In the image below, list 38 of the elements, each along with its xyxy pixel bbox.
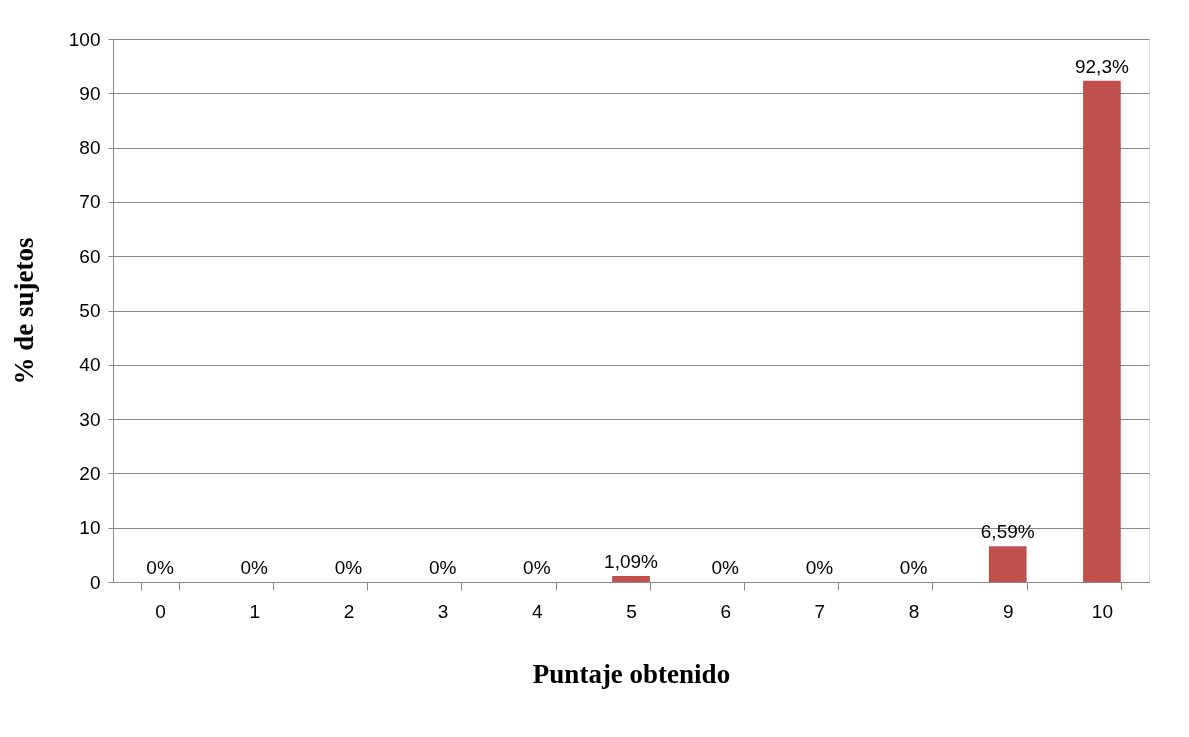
x-axis-title: Puntaje obtenido <box>532 658 731 689</box>
data-label: 0% <box>146 557 174 578</box>
data-label: 6,59% <box>980 521 1035 543</box>
x-tick-label: 5 <box>626 600 637 622</box>
data-label: 0% <box>428 557 457 578</box>
y-tick-label: 60 <box>79 245 101 267</box>
x-tick-label: 9 <box>1002 600 1014 622</box>
y-tick-label: 40 <box>79 354 101 376</box>
x-tick-label: 3 <box>437 600 449 622</box>
y-tick-label: 20 <box>79 462 101 484</box>
bar <box>1083 80 1121 582</box>
x-tick-label: 8 <box>908 600 920 622</box>
y-axis-title: % de sujetos <box>8 237 39 385</box>
x-tick-label: 10 <box>1091 600 1113 622</box>
data-label: 92,3% <box>1074 55 1129 77</box>
data-label: 0% <box>240 557 269 578</box>
x-tick-label: 4 <box>532 600 544 622</box>
x-tick-label: 1 <box>249 600 261 622</box>
y-tick-label: 50 <box>79 300 101 321</box>
y-tick-label: 90 <box>79 82 101 104</box>
data-label: 0% <box>523 557 551 578</box>
y-tick-label: 80 <box>79 137 101 159</box>
y-tick-label: 30 <box>79 408 101 430</box>
x-tick-label: 0 <box>155 600 166 622</box>
bar <box>988 546 1027 582</box>
data-label: 0% <box>711 557 740 578</box>
y-tick-label: 100 <box>68 28 101 50</box>
x-tick-label: 7 <box>814 600 826 622</box>
x-tick-label: 6 <box>720 600 731 622</box>
data-label: 0% <box>334 557 363 578</box>
y-tick-label: 10 <box>79 517 101 539</box>
data-label: 0% <box>805 557 834 578</box>
bar <box>612 576 650 582</box>
data-label: 0% <box>899 557 928 578</box>
y-tick-label: 70 <box>79 191 101 213</box>
data-label: 1,09% <box>604 551 659 573</box>
y-tick-label: 0 <box>89 571 101 593</box>
x-tick-label: 2 <box>343 600 355 622</box>
